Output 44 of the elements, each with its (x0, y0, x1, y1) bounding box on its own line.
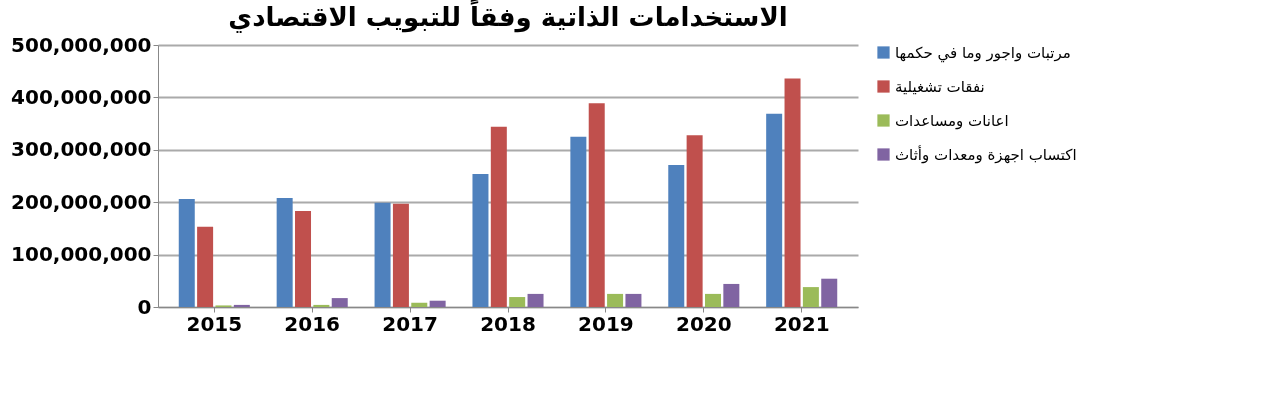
bar (686, 135, 703, 307)
y-tick-label: 0 (137, 294, 152, 319)
bar (527, 293, 544, 307)
bar (668, 165, 685, 307)
bar (374, 202, 391, 307)
bar (178, 199, 195, 307)
bar (429, 300, 446, 307)
y-tick-label: 100,000,000 (11, 242, 152, 267)
y-tick-label: 400,000,000 (11, 84, 152, 109)
bar (490, 126, 507, 307)
bar (276, 198, 293, 307)
x-tick-label: 2018 (480, 311, 536, 336)
bar (766, 113, 783, 307)
x-tick-label: 2016 (284, 311, 341, 336)
legend-label: اعانات ومساعدات (895, 111, 1009, 130)
bar (723, 283, 740, 307)
bar (821, 278, 838, 307)
bar (472, 173, 489, 307)
bar (509, 297, 526, 307)
x-tick-label: 2020 (675, 311, 732, 336)
bar (411, 302, 428, 307)
bar (704, 293, 721, 307)
x-tick-label: 2019 (578, 311, 634, 336)
bar (331, 298, 348, 307)
bar (313, 304, 330, 307)
legend-label: مرتبات واجور وما في حكمها (895, 43, 1071, 63)
y-tick-label: 300,000,000 (11, 137, 152, 162)
bar (570, 136, 587, 307)
x-tick-label: 2021 (773, 311, 830, 336)
bar (625, 293, 642, 307)
x-tick-label: 2015 (186, 311, 243, 336)
bar (607, 293, 624, 307)
bar (588, 103, 605, 307)
bar (784, 78, 801, 307)
legend-label: نفقات تشغيلية (895, 77, 985, 96)
bar (802, 287, 819, 307)
bar (197, 226, 214, 307)
y-tick-label: 200,000,000 (11, 189, 152, 214)
bar (233, 304, 250, 307)
x-tick-label: 2017 (382, 311, 438, 336)
bar (392, 203, 409, 307)
y-tick-label: 500,000,000 (11, 32, 152, 57)
legend-label: اكتساب اجهزة ومعدات وأثاث (895, 144, 1077, 164)
bar (295, 211, 312, 307)
